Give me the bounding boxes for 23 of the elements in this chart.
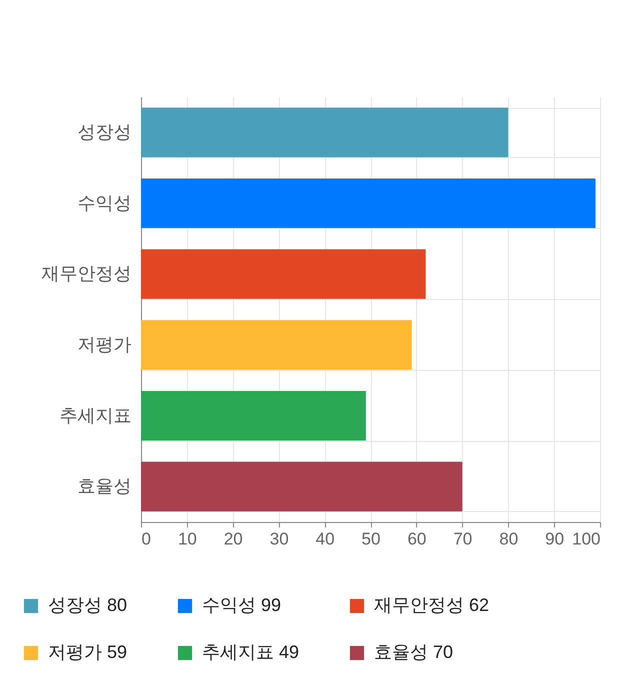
x-tick-label: 50: [362, 530, 380, 548]
x-tick-label: 100: [572, 530, 600, 548]
x-tick-label: 80: [499, 530, 518, 548]
x-tick-label: 40: [316, 530, 335, 548]
x-tick-label: 30: [270, 530, 289, 548]
legend-label: 저평가 59: [48, 642, 128, 662]
legend-label: 효율성 70: [374, 642, 454, 662]
legend-label: 재무안정성 62: [374, 595, 490, 615]
x-tick-label: 70: [453, 530, 472, 548]
x-tick-label: 0: [142, 530, 151, 548]
y-tick-label: 재무안정성: [42, 264, 132, 284]
legend-label: 추세지표 49: [202, 642, 300, 662]
y-tick-label: 추세지표: [60, 405, 132, 426]
x-tick-label: 20: [224, 530, 243, 548]
y-tick-label: 성장성: [78, 122, 132, 142]
x-tick-label: 10: [178, 530, 197, 548]
x-tick-label: 90: [545, 530, 564, 548]
legend-label: 성장성 80: [48, 595, 128, 615]
x-tick-label: 60: [407, 530, 426, 548]
y-tick-label: 효율성: [78, 476, 132, 496]
legend-label: 수익성 99: [202, 595, 282, 615]
y-tick-label: 수익성: [78, 192, 132, 213]
y-tick-label: 저평가: [78, 334, 132, 354]
